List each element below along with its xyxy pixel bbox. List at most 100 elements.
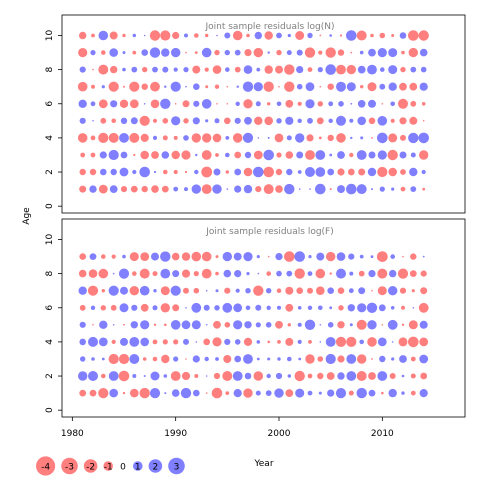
residual-bubble	[297, 322, 302, 327]
residual-bubble	[253, 82, 263, 92]
y-tick-label: 4	[45, 135, 55, 141]
residual-bubble	[295, 31, 305, 40]
residual-bubble	[388, 167, 398, 177]
residual-bubble	[318, 136, 322, 140]
residual-bubble	[181, 320, 191, 330]
residual-bubble	[101, 357, 105, 361]
residual-bubble	[234, 66, 241, 73]
residual-bubble	[263, 149, 275, 161]
residual-bubble	[222, 302, 233, 313]
residual-bubble	[305, 354, 315, 364]
residual-bubble	[242, 132, 254, 143]
residual-bubble	[387, 319, 398, 330]
residual-bubble	[419, 337, 429, 347]
y-tick-label: 6	[45, 101, 55, 107]
residual-bubble	[371, 358, 373, 360]
residual-bubble	[409, 82, 418, 91]
residual-bubble	[389, 373, 396, 379]
residual-bubble	[98, 99, 108, 109]
residual-bubble	[243, 184, 253, 194]
residual-bubble	[164, 323, 167, 327]
residual-bubble	[89, 389, 97, 397]
residual-bubble	[130, 185, 138, 193]
residual-bubble	[381, 391, 384, 395]
residual-bubble	[411, 289, 415, 293]
bottom-panel-frame	[61, 218, 466, 418]
residual-bubble	[325, 337, 336, 347]
x-tick-label: 2000	[268, 429, 291, 439]
residual-bubble	[193, 271, 199, 277]
residual-bubble	[88, 336, 98, 347]
residual-bubble	[315, 268, 326, 279]
residual-bubble	[398, 98, 408, 109]
residual-bubble	[265, 390, 272, 396]
residual-bubble	[410, 253, 417, 260]
residual-bubble	[255, 390, 261, 396]
residual-bubble	[348, 253, 355, 260]
residual-bubble	[216, 34, 218, 37]
bubble-size-legend: -4 -3 -2 -1 0 1 2 3	[36, 456, 185, 476]
residual-bubble	[173, 339, 179, 345]
residual-bubble	[244, 372, 252, 380]
residual-bubble	[307, 373, 313, 379]
top-panel-title: Joint sample residuals log(N)	[204, 22, 334, 32]
residual-bubble	[195, 341, 198, 343]
residual-bubble	[284, 81, 295, 92]
residual-bubble	[162, 66, 169, 73]
residual-bubble	[152, 271, 158, 277]
residual-bubble	[360, 136, 364, 140]
residual-bubble	[79, 185, 87, 193]
residual-bubble	[79, 31, 87, 40]
residual-bubble	[253, 150, 263, 160]
residual-bubble	[305, 167, 315, 177]
residual-bubble	[194, 374, 199, 378]
residual-bubble	[244, 116, 252, 125]
residual-bubble	[141, 185, 148, 193]
residual-bubble	[349, 271, 354, 276]
residual-bubble	[309, 188, 311, 190]
residual-bubble	[358, 287, 366, 295]
residual-bubble	[139, 115, 150, 126]
residual-bubble	[285, 286, 294, 295]
residual-bubble	[328, 101, 334, 107]
residual-bubble	[419, 48, 428, 57]
residual-bubble	[368, 99, 376, 108]
residual-bubble	[151, 185, 159, 193]
residual-bubble	[160, 251, 171, 262]
residual-bubble	[410, 152, 416, 158]
residual-bubble	[399, 82, 407, 91]
residual-bubble	[275, 168, 283, 176]
residual-bubble	[79, 168, 86, 176]
residual-bubble	[337, 185, 345, 194]
residual-bubble	[307, 305, 313, 310]
residual-bubble	[173, 67, 178, 72]
residual-bubble	[336, 64, 346, 75]
residual-bubble	[275, 253, 283, 261]
residual-bubble	[153, 170, 157, 174]
residual-bubble	[336, 268, 346, 279]
residual-bubble	[215, 289, 219, 293]
residual-bubble	[243, 167, 253, 177]
y-tick-label: 2	[45, 169, 55, 175]
residual-bubble	[143, 375, 146, 377]
residual-bubble	[297, 306, 302, 310]
residual-bubble	[203, 338, 211, 346]
residual-bubble	[346, 354, 357, 364]
residual-bubble	[162, 118, 169, 124]
residual-bubble	[139, 166, 150, 178]
residual-bubble	[129, 81, 140, 92]
residual-bubble	[336, 81, 346, 92]
residual-bubble	[295, 388, 305, 398]
residual-bubble	[263, 166, 275, 178]
residual-bubble	[346, 64, 356, 75]
residual-bubble	[267, 102, 271, 106]
residual-bubble	[164, 392, 167, 395]
residual-bubble	[276, 270, 282, 277]
bottom-panel-bubbles	[78, 251, 429, 399]
residual-bubble	[294, 370, 305, 382]
residual-bubble	[243, 65, 253, 74]
residual-bubble	[319, 324, 322, 326]
residual-bubble	[346, 371, 357, 381]
residual-bubble	[131, 304, 138, 311]
residual-bubble	[377, 371, 388, 381]
